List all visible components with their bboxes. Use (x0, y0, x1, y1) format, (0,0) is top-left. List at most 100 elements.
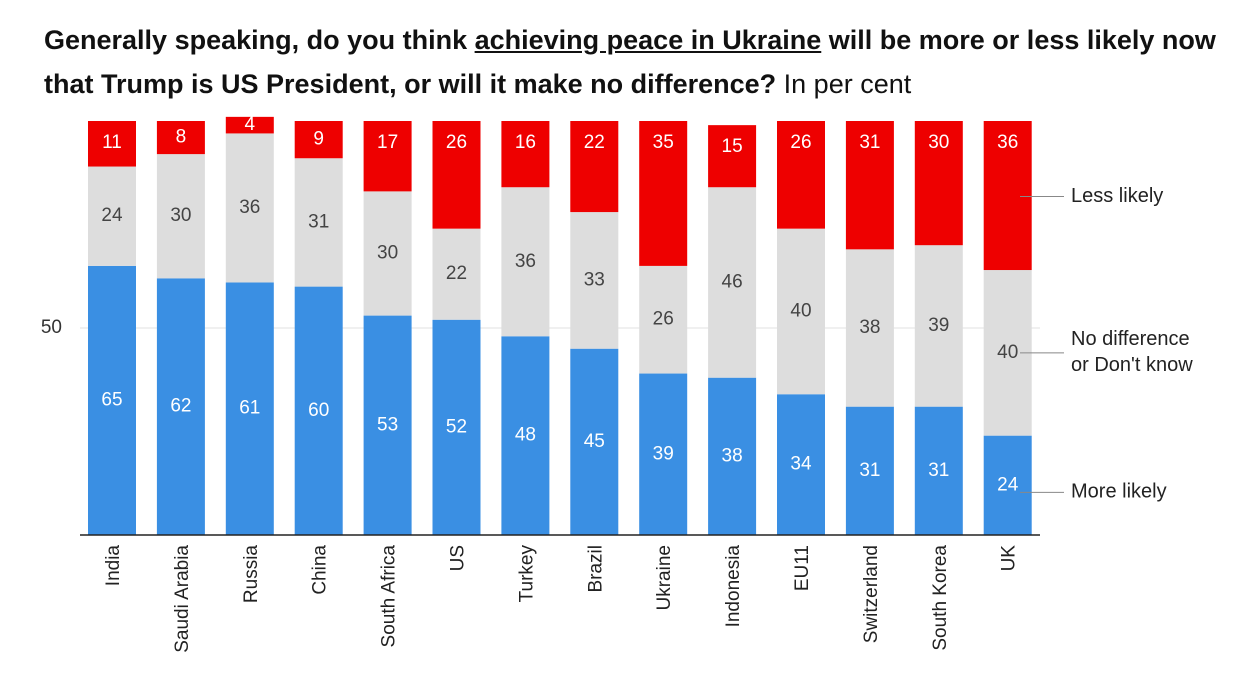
bar-no-difference-russia (225, 133, 274, 283)
bar-no-difference-brazil (570, 212, 619, 349)
bar-more-likely-brazil (570, 348, 619, 535)
x-tick-label-china: China (310, 545, 331, 595)
data-label-less-likely-turkey: 16 (515, 132, 536, 153)
data-label-no-difference-russia: 36 (239, 197, 260, 218)
data-label-less-likely-switzerland: 31 (859, 132, 880, 153)
bar-no-difference-india (88, 166, 136, 266)
y-tick-label-50: 50 (41, 317, 62, 338)
data-label-no-difference-turkey: 36 (515, 251, 536, 272)
data-label-less-likely-eu11: 26 (790, 132, 811, 153)
bar-less-likely-brazil (570, 121, 619, 213)
data-label-less-likely-us: 26 (446, 132, 467, 153)
data-label-no-difference-south-africa: 30 (377, 242, 398, 263)
data-label-more-likely-switzerland: 31 (859, 460, 880, 481)
data-label-more-likely-us: 52 (446, 416, 467, 437)
bar-less-likely-russia (225, 116, 274, 134)
bar-no-difference-ukraine (639, 265, 688, 374)
legend-dont-know: or Don't know (1071, 354, 1193, 376)
bar-less-likely-us (432, 121, 481, 229)
data-label-less-likely-indonesia: 15 (722, 136, 743, 157)
bar-more-likely-south-korea (914, 406, 963, 535)
data-label-more-likely-turkey: 48 (515, 425, 536, 446)
data-label-no-difference-brazil: 33 (584, 269, 605, 290)
bar-less-likely-switzerland (845, 121, 894, 250)
chart-title: Generally speaking, do you think achievi… (44, 18, 1224, 106)
bar-more-likely-turkey (501, 336, 550, 535)
data-label-more-likely-india: 65 (101, 389, 122, 410)
data-label-less-likely-china: 9 (313, 129, 324, 150)
data-label-no-difference-uk: 40 (997, 342, 1018, 363)
bar-no-difference-us (432, 228, 481, 320)
data-label-more-likely-china: 60 (308, 400, 329, 421)
data-label-more-likely-ukraine: 39 (653, 443, 674, 464)
bar-no-difference-eu11 (777, 228, 825, 395)
data-label-less-likely-russia: 4 (245, 114, 256, 135)
x-tick-label-us: US (448, 545, 469, 571)
bar-more-likely-china (294, 286, 343, 535)
title-part2: will be more or less likely now that Tru… (44, 25, 1216, 99)
bars-group: 65 24 11 India 62 30 8 Saudi Arabia 61 36 4 Russia 6… (88, 114, 1032, 653)
bar-more-likely-south-africa (363, 315, 412, 535)
legend-no-difference: No difference (1071, 328, 1190, 350)
bar-more-likely-ukraine (639, 373, 688, 535)
data-label-less-likely-saudi-arabia: 8 (176, 127, 187, 148)
x-tick-label-indonesia: Indonesia (723, 545, 744, 628)
data-label-no-difference-us: 22 (446, 263, 467, 284)
x-tick-label-russia: Russia (241, 545, 262, 604)
data-label-less-likely-uk: 36 (997, 132, 1018, 153)
data-label-less-likely-brazil: 22 (584, 132, 605, 153)
bar-more-likely-uk (983, 435, 1032, 535)
bar-more-likely-india (88, 265, 136, 535)
legend: Less likely No difference or Don't know … (1020, 185, 1193, 503)
x-tick-label-south-africa: South Africa (379, 545, 400, 648)
bar-no-difference-south-korea (914, 245, 963, 407)
bar-less-likely-south-africa (363, 121, 412, 192)
data-label-less-likely-south-korea: 30 (928, 132, 949, 153)
title-unit: In per cent (776, 69, 912, 99)
data-label-more-likely-saudi-arabia: 62 (170, 396, 191, 417)
data-label-no-difference-china: 31 (308, 211, 329, 232)
bar-no-difference-switzerland (845, 249, 894, 407)
bar-less-likely-ukraine (639, 121, 688, 266)
bar-less-likely-uk (983, 121, 1032, 271)
x-tick-label-uk: UK (999, 545, 1020, 572)
bar-more-likely-eu11 (777, 394, 825, 535)
data-label-no-difference-saudi-arabia: 30 (170, 205, 191, 226)
title-underlined: achieving peace in Ukraine (474, 25, 822, 55)
x-tick-label-brazil: Brazil (585, 545, 606, 593)
bar-less-likely-turkey (501, 121, 550, 188)
bar-less-likely-india (88, 121, 136, 167)
bar-no-difference-indonesia (708, 187, 757, 378)
data-label-more-likely-indonesia: 38 (722, 445, 743, 466)
x-tick-label-ukraine: Ukraine (654, 545, 675, 610)
data-label-more-likely-uk: 24 (997, 474, 1019, 495)
bar-less-likely-indonesia (708, 125, 757, 188)
data-label-no-difference-india: 24 (101, 205, 123, 226)
data-label-no-difference-south-korea: 39 (928, 315, 949, 336)
data-label-less-likely-india: 11 (102, 132, 122, 153)
bar-no-difference-turkey (501, 187, 550, 337)
bar-more-likely-indonesia (708, 377, 757, 535)
data-label-no-difference-ukraine: 26 (653, 309, 674, 330)
x-tick-label-india: India (103, 545, 124, 587)
bar-no-difference-saudi-arabia (156, 154, 205, 279)
data-label-more-likely-eu11: 34 (790, 454, 812, 475)
bar-more-likely-saudi-arabia (156, 278, 205, 535)
x-tick-label-turkey: Turkey (516, 545, 537, 603)
bar-less-likely-saudi-arabia (156, 121, 205, 155)
bar-less-likely-south-korea (914, 121, 963, 246)
bar-less-likely-eu11 (777, 121, 825, 229)
x-tick-label-eu11: EU11 (792, 545, 813, 591)
data-label-no-difference-indonesia: 46 (722, 271, 743, 292)
data-label-less-likely-south-africa: 17 (377, 132, 398, 153)
bar-more-likely-switzerland (845, 406, 894, 535)
data-label-more-likely-brazil: 45 (584, 431, 605, 452)
x-tick-label-switzerland: Switzerland (861, 545, 882, 643)
legend-more-likely: More likely (1071, 481, 1167, 503)
data-label-more-likely-russia: 61 (239, 398, 260, 419)
legend-less-likely: Less likely (1071, 185, 1163, 207)
data-label-no-difference-switzerland: 38 (859, 317, 880, 338)
bar-more-likely-us (432, 319, 481, 535)
data-label-more-likely-south-korea: 31 (928, 460, 949, 481)
